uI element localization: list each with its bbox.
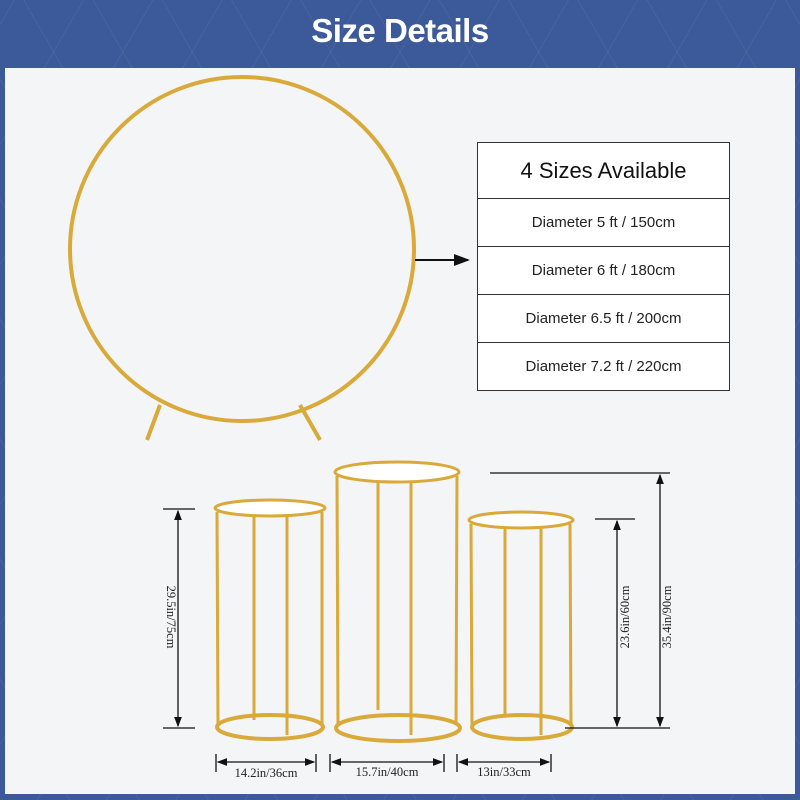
- sizes-table-title: 4 Sizes Available: [520, 158, 687, 183]
- dimension-lines: [163, 472, 670, 772]
- page-title: Size Details: [311, 12, 489, 49]
- middle-width-label: 15.7in/40cm: [356, 765, 419, 779]
- circle-arch: [68, 75, 416, 441]
- right-height-label: 23.6in/60cm: [618, 585, 632, 648]
- plinth-middle: [333, 460, 462, 743]
- size-row: Diameter 6 ft / 180cm: [478, 246, 729, 294]
- plinth-right: [467, 510, 575, 741]
- right-width-label: 13in/33cm: [477, 765, 531, 779]
- plinth-left: [213, 498, 327, 741]
- left-height-label: 29.5in/75cm: [164, 586, 178, 649]
- left-width-label: 14.2in/36cm: [235, 766, 298, 780]
- sizes-table: 4 Sizes Available Diameter 5 ft / 150cm …: [477, 142, 730, 391]
- size-row: Diameter 7.2 ft / 220cm: [478, 342, 729, 390]
- tall-height-label: 35.4in/90cm: [660, 585, 674, 648]
- size-row: Diameter 5 ft / 150cm: [478, 198, 729, 246]
- size-row: Diameter 6.5 ft / 200cm: [478, 294, 729, 342]
